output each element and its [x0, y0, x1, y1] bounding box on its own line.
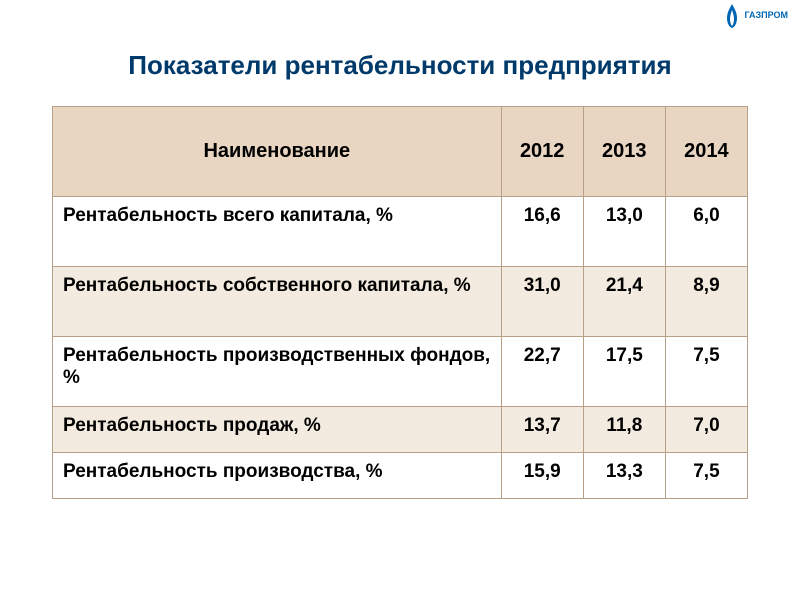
row-value: 22,7: [501, 337, 583, 407]
row-value: 13,0: [583, 197, 665, 267]
row-value: 6,0: [665, 197, 747, 267]
row-label: Рентабельность производства, %: [53, 453, 502, 499]
col-header-2012: 2012: [501, 107, 583, 197]
row-value: 13,3: [583, 453, 665, 499]
table-header-row: Наименование 2012 2013 2014: [53, 107, 748, 197]
row-value: 17,5: [583, 337, 665, 407]
table-container: Наименование 2012 2013 2014 Рентабельнос…: [0, 106, 800, 499]
logo-company-name: ГАЗПРОМ: [744, 11, 788, 21]
table-row: Рентабельность производства, %15,913,37,…: [53, 453, 748, 499]
table-body: Рентабельность всего капитала, %16,613,0…: [53, 197, 748, 499]
page-title: Показатели рентабельности предприятия: [0, 0, 800, 106]
row-value: 8,9: [665, 267, 747, 337]
table-row: Рентабельность продаж, %13,711,87,0: [53, 407, 748, 453]
row-label: Рентабельность собственного капитала, %: [53, 267, 502, 337]
company-logo: ГАЗПРОМ: [724, 4, 788, 28]
profitability-table: Наименование 2012 2013 2014 Рентабельнос…: [52, 106, 748, 499]
row-value: 7,5: [665, 453, 747, 499]
row-value: 11,8: [583, 407, 665, 453]
row-value: 21,4: [583, 267, 665, 337]
row-label: Рентабельность производственных фондов, …: [53, 337, 502, 407]
table-row: Рентабельность собственного капитала, %3…: [53, 267, 748, 337]
col-header-name: Наименование: [53, 107, 502, 197]
table-row: Рентабельность всего капитала, %16,613,0…: [53, 197, 748, 267]
row-value: 31,0: [501, 267, 583, 337]
row-value: 7,5: [665, 337, 747, 407]
row-value: 15,9: [501, 453, 583, 499]
row-value: 13,7: [501, 407, 583, 453]
row-label: Рентабельность всего капитала, %: [53, 197, 502, 267]
col-header-2013: 2013: [583, 107, 665, 197]
table-row: Рентабельность производственных фондов, …: [53, 337, 748, 407]
col-header-2014: 2014: [665, 107, 747, 197]
row-label: Рентабельность продаж, %: [53, 407, 502, 453]
flame-icon: [724, 4, 740, 28]
row-value: 16,6: [501, 197, 583, 267]
row-value: 7,0: [665, 407, 747, 453]
